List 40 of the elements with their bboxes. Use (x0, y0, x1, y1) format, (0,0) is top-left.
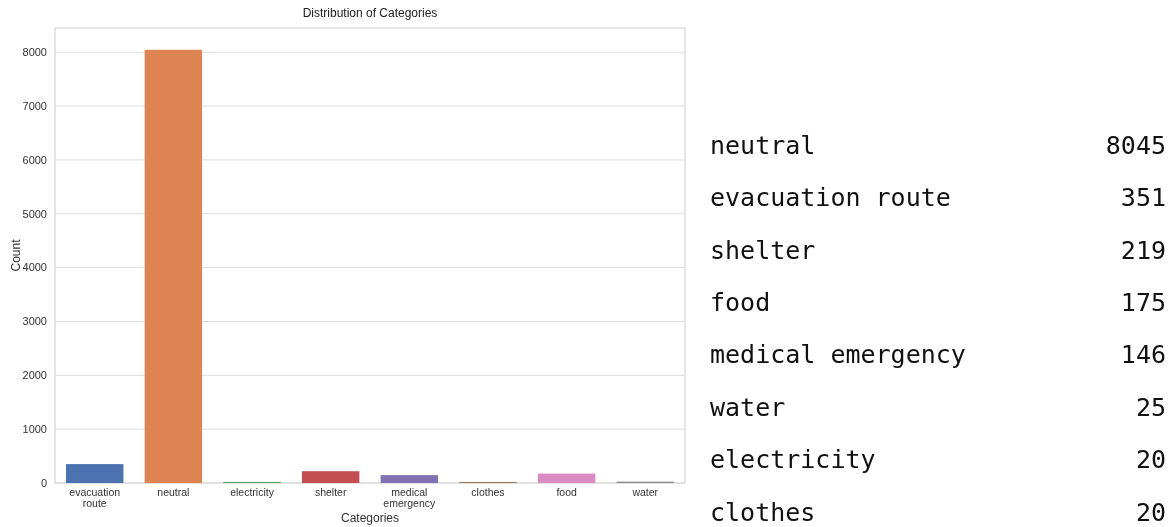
y-tick-label: 3000 (22, 315, 47, 328)
category-label: food (710, 287, 771, 317)
bar (380, 475, 439, 483)
x-tick-label: evacuation route (69, 486, 121, 509)
bar (144, 49, 203, 483)
x-axis-title: Categories (340, 511, 400, 525)
y-tick-label: 2000 (22, 369, 47, 382)
x-tick-label: neutral (157, 486, 190, 498)
category-label: electricity (710, 445, 876, 475)
bar (537, 473, 596, 483)
x-tick-label: medical emergency (383, 486, 437, 509)
x-tick-label: clothes (471, 486, 505, 498)
category-label: neutral (710, 130, 816, 160)
data-label: 8045 (1105, 130, 1166, 160)
category-label: water (710, 392, 786, 422)
data-label: 20 (1135, 497, 1166, 527)
chart-title: Distribution of Categories (302, 6, 438, 20)
bar (66, 464, 124, 483)
x-tick-label: shelter (314, 486, 347, 498)
x-tick-label: electricity (230, 486, 275, 498)
y-tick-label: 6000 (22, 153, 47, 166)
category-label: shelter (710, 235, 816, 265)
category-label: evacuation route (710, 183, 951, 213)
y-tick-label: 8000 (22, 46, 47, 59)
data-label: 25 (1135, 392, 1166, 422)
category-label: medical emergency (710, 340, 966, 370)
x-tick-label: food (556, 486, 578, 498)
y-axis-title: Count (9, 238, 23, 272)
y-tick-label: 5000 (22, 207, 47, 220)
y-tick-label: 7000 (22, 99, 47, 112)
data-label: 146 (1120, 340, 1166, 370)
x-tick-label: water (631, 486, 659, 498)
data-label: 20 (1135, 445, 1166, 475)
data-label: 351 (1120, 183, 1166, 213)
y-tick-label: 1000 (22, 423, 47, 435)
bar (301, 471, 360, 483)
y-tick-label: 0 (40, 476, 47, 489)
data-label: 175 (1120, 287, 1166, 317)
data-label: 219 (1120, 235, 1166, 265)
y-tick-label: 4000 (22, 261, 47, 274)
